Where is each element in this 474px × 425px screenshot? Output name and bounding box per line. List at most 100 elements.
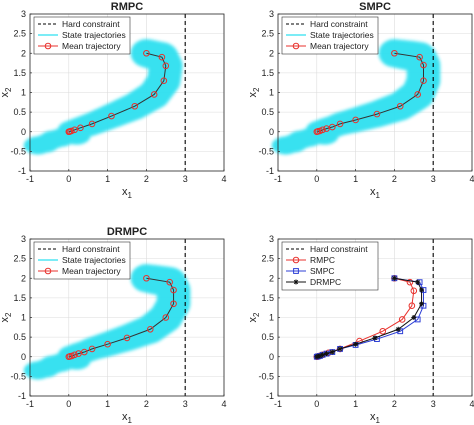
y-tick-label: 2 — [21, 48, 26, 58]
x-tick-label: -1 — [274, 174, 282, 184]
data-point — [146, 325, 154, 333]
data-point — [419, 301, 425, 307]
y-tick-label: 3 — [269, 234, 274, 244]
data-point — [166, 278, 173, 286]
x-tick-label: 2 — [392, 174, 397, 184]
data-point — [373, 110, 381, 118]
y-axis-label: x2 — [247, 87, 261, 98]
x-tick-label: 3 — [431, 399, 436, 409]
series-mean-trajectory — [313, 49, 427, 136]
x-tick-label: 2 — [144, 399, 149, 409]
data-point — [396, 102, 404, 110]
data-point — [88, 345, 96, 353]
data-point — [162, 314, 170, 321]
y-tick-label: 1.5 — [261, 68, 274, 78]
legend-label: RMPC — [310, 255, 335, 265]
state-trajectories-cloud — [271, 39, 441, 155]
y-tick-label: 1 — [269, 88, 274, 98]
y-tick-label: 1.5 — [261, 293, 274, 303]
legend-label: SMPC — [310, 266, 335, 276]
data-point — [420, 77, 427, 85]
subplot-1: -1 0 1 2 3 4 -1 -0.5 0 0.5 1 1.5 2 2.5 3 x1 x2 RMPC Hard c… — [0, 1, 227, 200]
x-tick-label: 3 — [183, 174, 188, 184]
x-tick-label: 1 — [353, 174, 358, 184]
tick-labels: -1 0 1 2 3 4 -1 -0.5 0 0.5 1 1.5 2 2.5 3 — [258, 9, 474, 184]
subplot-title: RMPC — [111, 1, 143, 13]
data-point — [170, 286, 177, 294]
x-tick-label: 2 — [144, 174, 149, 184]
legend-item: State trajectories — [38, 255, 126, 265]
data-point — [131, 102, 139, 110]
y-tick-label: -0.5 — [258, 146, 274, 156]
y-tick-label: 1 — [21, 313, 26, 323]
y-tick-label: 1 — [21, 88, 26, 98]
data-point — [408, 302, 416, 310]
data-point — [143, 274, 150, 282]
legend-label: Hard constraint — [310, 19, 368, 29]
data-point — [406, 278, 414, 286]
y-tick-label: 0.5 — [261, 107, 274, 117]
series-mean-trajectory — [65, 49, 170, 136]
x-tick-label: 1 — [105, 399, 110, 409]
data-point — [414, 91, 421, 98]
legend-item: Mean trajectory — [286, 41, 369, 51]
x-tick-label: 3 — [183, 399, 188, 409]
data-point — [329, 349, 335, 355]
data-point — [320, 352, 326, 358]
data-point — [415, 279, 421, 285]
legend-marker — [44, 42, 52, 50]
x-tick-label: 4 — [469, 399, 474, 409]
y-tick-label: -1 — [18, 166, 26, 176]
y-tick-label: 2 — [21, 273, 26, 283]
data-point — [88, 120, 96, 128]
y-tick-label: -0.5 — [10, 146, 26, 156]
data-point — [75, 350, 82, 357]
x-tick-label: 1 — [353, 399, 358, 409]
legend-label: Hard constraint — [310, 244, 368, 254]
data-point — [337, 346, 343, 352]
data-point — [323, 125, 330, 132]
y-tick-label: 0 — [269, 127, 274, 137]
data-point — [123, 334, 131, 342]
data-point — [104, 340, 111, 348]
subplot-4: -1 0 1 2 3 4 -1 -0.5 0 0.5 1 1.5 2 2.5 3 x1 x2 Hard const… — [247, 234, 474, 425]
y-tick-label: 0 — [21, 127, 26, 137]
data-point — [150, 91, 158, 98]
y-tick-label: 1 — [269, 313, 274, 323]
legend-item: Hard constraint — [286, 244, 368, 254]
subplot-title: DRMPC — [107, 226, 147, 238]
y-tick-label: 0.5 — [261, 332, 274, 342]
y-tick-label: -0.5 — [258, 371, 274, 381]
data-point — [329, 123, 336, 131]
legend-item: State trajectories — [286, 30, 374, 40]
data-point — [313, 128, 321, 136]
y-tick-label: 2.5 — [261, 254, 274, 264]
y-tick-label: 2.5 — [13, 29, 26, 39]
x-tick-label: 2 — [392, 399, 397, 409]
subplot-3: -1 0 1 2 3 4 -1 -0.5 0 0.5 1 1.5 2 2.5 3 x1 x2 DRMPC Hard … — [0, 226, 227, 425]
series-drmpc — [314, 275, 425, 360]
y-tick-label: -1 — [266, 166, 274, 176]
y-tick-label: 2 — [269, 273, 274, 283]
y-tick-label: 0.5 — [13, 107, 26, 117]
data-point — [324, 351, 329, 357]
y-tick-label: 3 — [21, 234, 26, 244]
legend-item: Hard constraint — [38, 244, 120, 254]
data-point — [336, 120, 344, 128]
x-tick-label: 0 — [314, 399, 319, 409]
y-tick-label: -0.5 — [10, 371, 26, 381]
x-tick-label: -1 — [26, 174, 34, 184]
data-point — [352, 116, 359, 124]
legend-item: State trajectories — [38, 30, 126, 40]
data-point — [353, 341, 359, 347]
series-mean-trajectory — [65, 274, 177, 361]
data-point — [398, 316, 406, 323]
data-point — [77, 124, 84, 132]
y-axis-label: x2 — [0, 312, 13, 323]
legend-item: Hard constraint — [286, 19, 368, 29]
data-point — [65, 353, 73, 361]
x-tick-label: 4 — [221, 399, 226, 409]
data-point — [170, 300, 177, 308]
